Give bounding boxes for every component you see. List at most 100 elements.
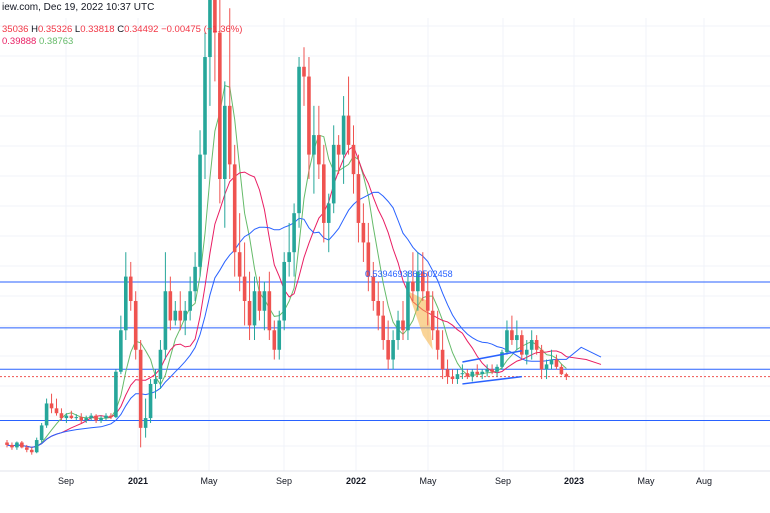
candle[interactable]	[262, 281, 267, 331]
candle[interactable]	[287, 222, 291, 277]
candle[interactable]	[411, 252, 415, 301]
candle[interactable]	[505, 320, 509, 355]
candle[interactable]	[292, 203, 296, 277]
candle[interactable]	[302, 47, 306, 106]
candle[interactable]	[163, 252, 168, 360]
candle[interactable]	[485, 364, 489, 377]
candle[interactable]	[317, 105, 321, 180]
candle[interactable]	[104, 413, 108, 421]
candle[interactable]	[193, 252, 197, 301]
candle[interactable]	[257, 276, 262, 321]
candle[interactable]	[242, 242, 247, 326]
candle[interactable]	[99, 415, 103, 423]
candle[interactable]	[356, 154, 361, 243]
candle[interactable]	[465, 369, 470, 380]
candle[interactable]	[218, 0, 222, 204]
candle[interactable]	[138, 340, 143, 448]
candle[interactable]	[544, 359, 549, 380]
candle[interactable]	[79, 413, 84, 423]
candle[interactable]	[480, 369, 484, 380]
candle[interactable]	[435, 310, 440, 360]
candle[interactable]	[421, 252, 425, 301]
candle[interactable]	[39, 422, 44, 443]
candle[interactable]	[401, 300, 405, 341]
candle[interactable]	[5, 440, 9, 448]
candle[interactable]	[490, 364, 494, 375]
channel-upper[interactable]	[462, 350, 522, 363]
candle[interactable]	[158, 340, 163, 389]
candle[interactable]	[470, 369, 475, 382]
candle[interactable]	[69, 410, 74, 420]
candle[interactable]	[312, 105, 316, 194]
candle[interactable]	[450, 369, 455, 384]
candle[interactable]	[524, 340, 529, 365]
candle[interactable]	[297, 57, 301, 228]
candle[interactable]	[223, 81, 227, 228]
candle[interactable]	[25, 444, 29, 453]
candle[interactable]	[34, 437, 39, 454]
candle[interactable]	[351, 125, 356, 194]
candle[interactable]	[445, 359, 450, 384]
candle[interactable]	[534, 335, 539, 355]
candle[interactable]	[425, 271, 430, 326]
candle[interactable]	[326, 193, 331, 253]
candle[interactable]	[529, 330, 534, 360]
candle[interactable]	[237, 213, 242, 292]
time-axis[interactable]: Sep 2021 May Sep 2022 May Sep 2023 May Aug	[58, 476, 712, 486]
candle[interactable]	[336, 135, 341, 175]
candle[interactable]	[213, 0, 217, 82]
candle[interactable]	[307, 57, 311, 180]
candle[interactable]	[515, 320, 519, 350]
candle[interactable]	[500, 349, 504, 370]
candle[interactable]	[74, 414, 79, 421]
candle[interactable]	[183, 300, 187, 336]
candle[interactable]	[396, 310, 400, 350]
candle[interactable]	[44, 398, 49, 428]
candle[interactable]	[178, 291, 183, 331]
candle[interactable]	[361, 203, 366, 262]
candle[interactable]	[208, 0, 212, 106]
candle[interactable]	[153, 369, 158, 399]
candle[interactable]	[475, 364, 480, 377]
candle[interactable]	[143, 398, 148, 438]
candle[interactable]	[366, 222, 371, 292]
candle[interactable]	[267, 271, 272, 341]
candle[interactable]	[386, 320, 390, 370]
candle[interactable]	[124, 252, 128, 341]
candle[interactable]	[549, 349, 554, 370]
candle[interactable]	[440, 330, 445, 380]
candle[interactable]	[109, 413, 113, 420]
candle[interactable]	[168, 276, 173, 331]
candle[interactable]	[128, 261, 133, 311]
candle[interactable]	[331, 125, 336, 214]
candle[interactable]	[20, 441, 24, 449]
trend-channel[interactable]	[462, 350, 522, 385]
candle[interactable]	[10, 442, 14, 450]
candle[interactable]	[430, 291, 435, 341]
candle[interactable]	[455, 369, 460, 384]
candle[interactable]	[247, 271, 252, 341]
channel-lower[interactable]	[462, 375, 522, 385]
candle[interactable]	[15, 441, 19, 450]
candle[interactable]	[495, 364, 499, 377]
candle[interactable]	[371, 261, 376, 311]
candle[interactable]	[391, 330, 395, 370]
candle[interactable]	[89, 413, 93, 421]
candle[interactable]	[49, 393, 54, 414]
candle[interactable]	[252, 276, 257, 341]
candle[interactable]	[559, 364, 564, 376]
candle[interactable]	[376, 281, 381, 331]
candle[interactable]	[64, 413, 69, 423]
candle[interactable]	[54, 398, 59, 416]
candle[interactable]	[227, 8, 232, 180]
candle[interactable]	[119, 315, 123, 375]
candle[interactable]	[114, 369, 118, 419]
candle[interactable]	[406, 271, 410, 341]
candle[interactable]	[520, 330, 524, 360]
candle[interactable]	[554, 354, 559, 370]
candle[interactable]	[322, 144, 326, 243]
candle[interactable]	[564, 372, 569, 381]
candle[interactable]	[381, 300, 385, 350]
candle[interactable]	[416, 252, 420, 311]
